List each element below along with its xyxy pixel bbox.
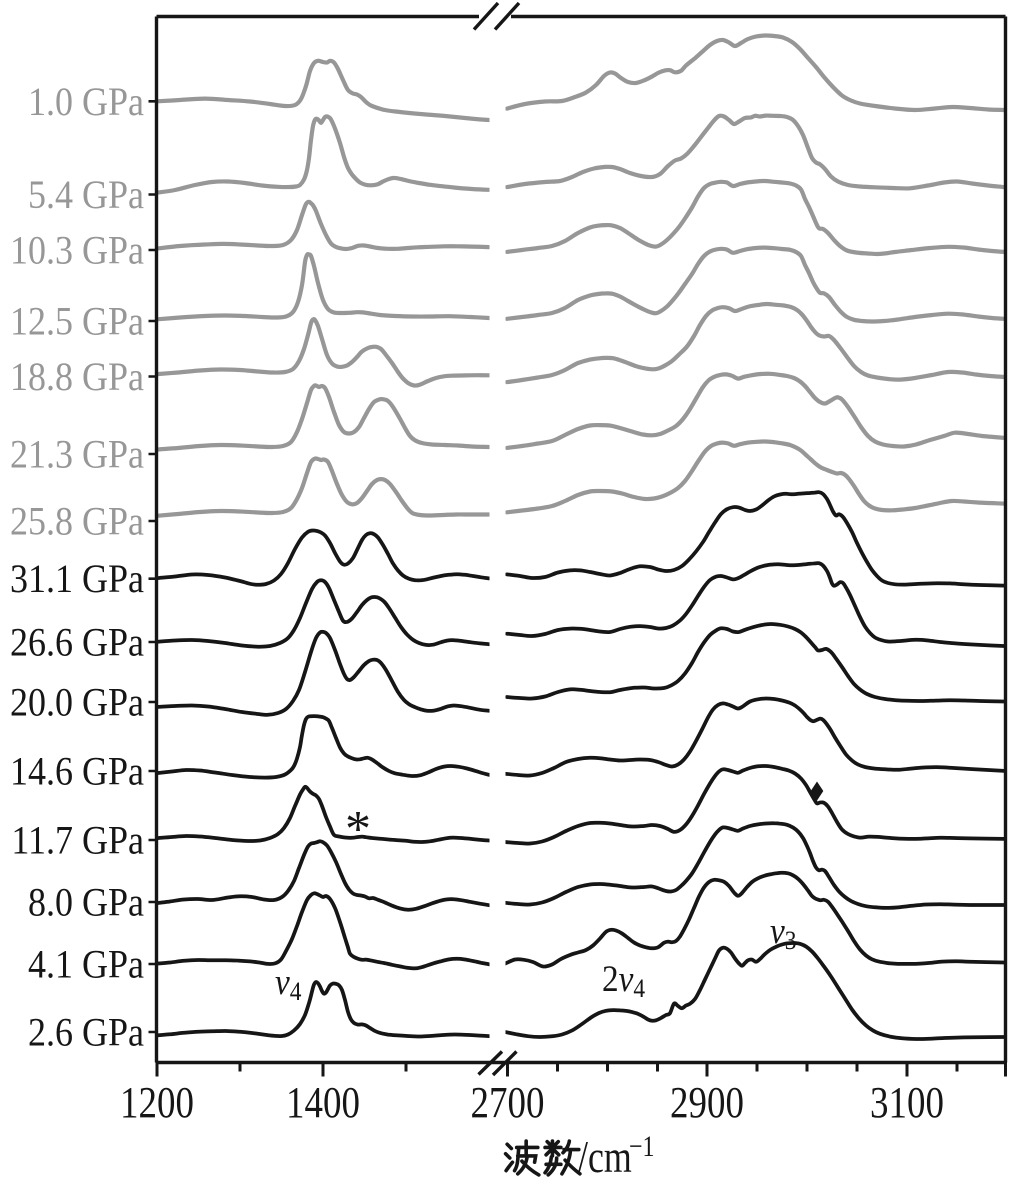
svg-text:2.6 GPa: 2.6 GPa [28, 1011, 144, 1055]
svg-text:12.5 GPa: 12.5 GPa [10, 300, 144, 344]
svg-text:25.8 GPa: 25.8 GPa [10, 500, 144, 544]
svg-text:11.7 GPa: 11.7 GPa [11, 819, 144, 863]
svg-text:−1: −1 [629, 1129, 655, 1162]
svg-text:1200: 1200 [120, 1078, 194, 1127]
svg-text:/cm: /cm [578, 1131, 632, 1182]
svg-text:1.0 GPa: 1.0 GPa [28, 80, 144, 124]
svg-text:5.4 GPa: 5.4 GPa [28, 173, 144, 217]
svg-text:20.0 GPa: 20.0 GPa [10, 681, 144, 725]
svg-text:31.1 GPa: 31.1 GPa [10, 558, 144, 602]
svg-text:1400: 1400 [286, 1078, 360, 1127]
svg-text:21.3 GPa: 21.3 GPa [10, 433, 144, 477]
svg-text:3100: 3100 [870, 1078, 944, 1127]
svg-text:2900: 2900 [670, 1078, 744, 1127]
svg-text:2700: 2700 [471, 1078, 545, 1127]
svg-text:4.1 GPa: 4.1 GPa [28, 943, 144, 987]
svg-text:26.6 GPa: 26.6 GPa [10, 621, 144, 665]
svg-text:8.0 GPa: 8.0 GPa [28, 881, 144, 925]
svg-text:v3: v3 [770, 910, 796, 955]
svg-text:14.6 GPa: 14.6 GPa [10, 750, 144, 794]
svg-text:10.3 GPa: 10.3 GPa [10, 229, 144, 273]
svg-text:18.8 GPa: 18.8 GPa [10, 355, 144, 399]
svg-text:*: * [345, 801, 371, 858]
